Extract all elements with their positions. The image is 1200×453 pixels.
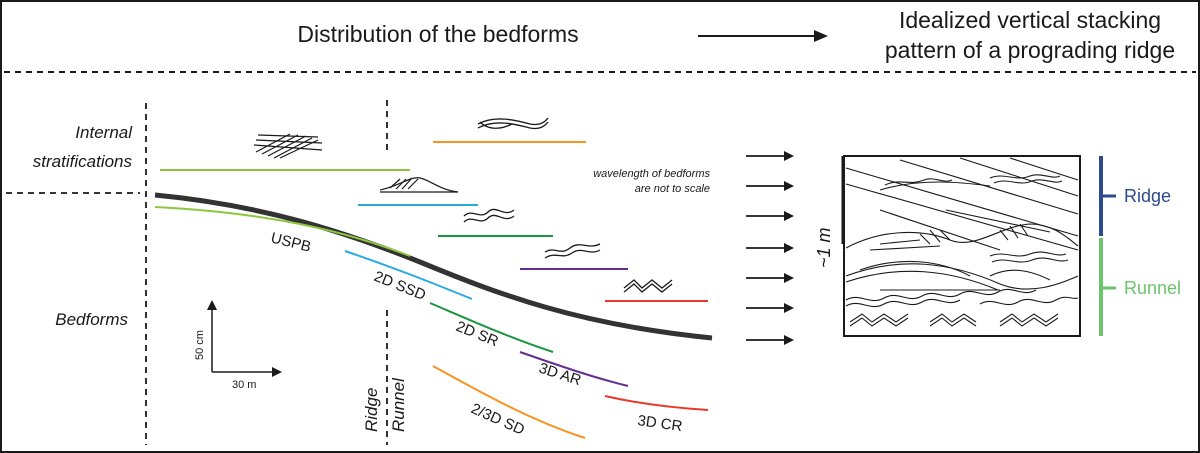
strat-sketch-3d-ar bbox=[544, 243, 601, 259]
header-arrow-head bbox=[814, 30, 828, 42]
right-header-title-line1: Idealized vertical stacking bbox=[899, 7, 1161, 33]
scale-note-line2: are not to scale bbox=[635, 183, 710, 195]
right-header-title-line2: pattern of a prograding ridge bbox=[885, 37, 1175, 63]
zone-ridge-label: Ridge bbox=[362, 388, 381, 432]
bedform-label-3d-ar: 3D AR bbox=[537, 360, 584, 390]
stacking-ridge-label: Ridge bbox=[1124, 186, 1171, 206]
bedform-line-uspb bbox=[154, 206, 411, 257]
ridge-profile-line bbox=[154, 192, 713, 341]
strat-sketch-2d-ssd bbox=[379, 177, 459, 193]
strat-sketch-2d-sr bbox=[463, 208, 515, 223]
scale-note-line1: wavelength of bedforms bbox=[593, 168, 710, 180]
bedform-label-uspb: USPB bbox=[269, 229, 313, 255]
internal-label-line2: stratifications bbox=[33, 152, 133, 171]
bedform-line-2-3d-sd bbox=[432, 365, 586, 439]
stacking-runnel-label: Runnel bbox=[1124, 278, 1181, 298]
bedform-line-3d-ar bbox=[519, 351, 629, 387]
bedform-label-2-3d-sd: 2/3D SD bbox=[468, 400, 527, 439]
bedform-line-2d-ssd bbox=[344, 250, 473, 300]
left-header-title: Distribution of the bedforms bbox=[297, 21, 578, 47]
scale-vertical-arrowhead bbox=[207, 300, 217, 310]
stacking-thickness-label: ~1 m bbox=[814, 227, 834, 268]
bedform-line-2d-sr bbox=[429, 302, 554, 353]
bedform-label-3d-cr: 3D CR bbox=[636, 412, 683, 435]
zone-runnel-label: Runnel bbox=[389, 377, 408, 432]
bedforms-label: Bedforms bbox=[55, 310, 128, 329]
internal-label-line1: Internal bbox=[75, 123, 133, 142]
scale-vertical-label: 50 cm bbox=[194, 330, 206, 360]
strat-sketch-2-3d-sd bbox=[477, 117, 549, 130]
stacking-arrows bbox=[746, 151, 794, 345]
strat-sketch-3d-cr bbox=[623, 279, 673, 293]
bedform-line-3d-cr bbox=[604, 395, 709, 411]
bedform-label-2d-ssd: 2D SSD bbox=[372, 268, 429, 304]
strat-sketch-uspb bbox=[253, 133, 323, 159]
scale-horizontal-arrowhead bbox=[272, 367, 282, 377]
stacking-column bbox=[843, 155, 1081, 337]
scale-horizontal-label: 30 m bbox=[232, 379, 256, 391]
